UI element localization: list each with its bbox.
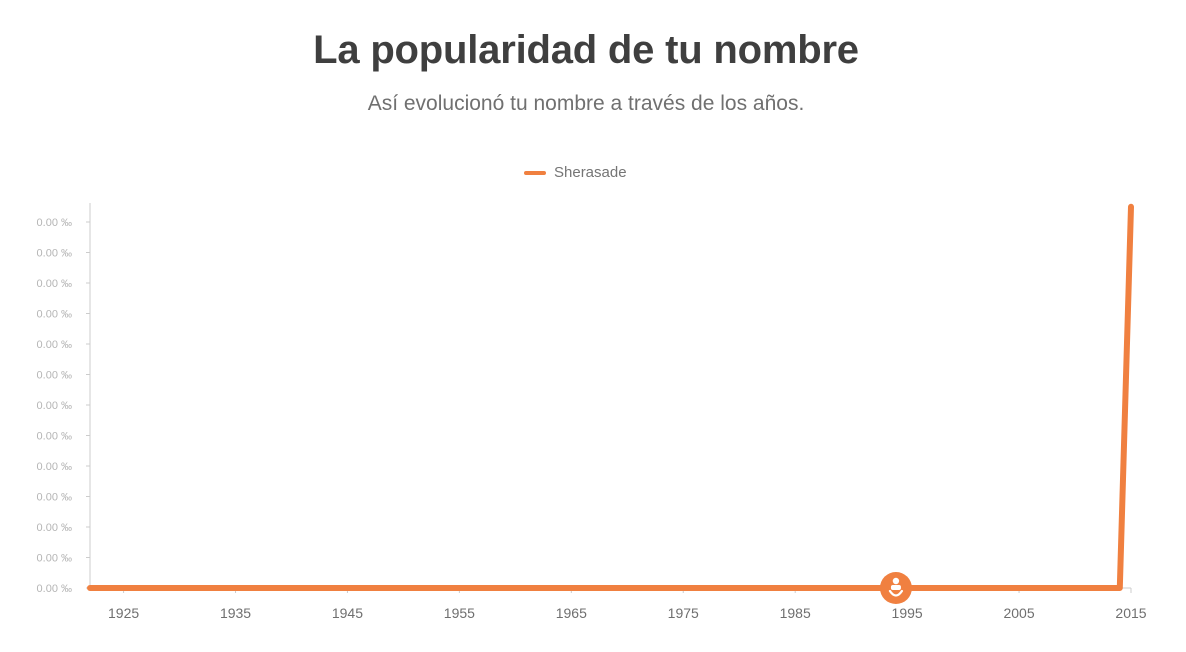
y-tick-label: 0.00 ‰: [37, 583, 72, 595]
y-tick-label: 0.00 ‰: [37, 217, 72, 229]
y-tick-label: 0.00 ‰: [37, 431, 72, 443]
series-layer: [87, 203, 1134, 591]
series-line-sherasade: [87, 203, 1134, 591]
x-tick-label: 1955: [444, 605, 475, 621]
y-tick-label: 0.00 ‰: [37, 492, 72, 504]
x-tick-label: 1945: [332, 605, 363, 621]
chart-legend[interactable]: Sherasade: [524, 164, 627, 181]
x-tick-label: 2015: [1115, 605, 1146, 621]
baby-head: [892, 577, 900, 585]
legend-label: Sherasade: [554, 164, 627, 181]
page-title: La popularidad de tu nombre: [313, 28, 859, 72]
y-axis: 0.00 ‰ 0.00 ‰ 0.00 ‰ 0.00 ‰ 0.00 ‰ 0.00 ‰ 0.00…: [37, 203, 91, 595]
y-tick-label: 0.00 ‰: [37, 248, 72, 260]
legend-swatch: [524, 170, 546, 175]
y-tick-label: 0.00 ‰: [37, 400, 72, 412]
x-tick-label: 1925: [108, 605, 139, 621]
x-tick-label: 1985: [780, 605, 811, 621]
baby-icon: [888, 577, 904, 597]
baby-legs: [888, 589, 904, 597]
y-tick-label: 0.00 ‰: [37, 309, 72, 321]
y-tick-label: 0.00 ‰: [37, 370, 72, 382]
y-tick-label: 0.00 ‰: [37, 522, 72, 534]
y-tick-label: 0.00 ‰: [37, 278, 72, 290]
y-tick-label: 0.00 ‰: [37, 461, 72, 473]
x-tick-label: 1965: [556, 605, 587, 621]
page-subtitle: Así evolucionó tu nombre a través de los…: [367, 92, 805, 115]
baby-body: [890, 585, 901, 590]
x-tick-label: 1975: [668, 605, 699, 621]
birth-year-marker[interactable]: [879, 572, 912, 604]
x-tick-label: 1935: [220, 605, 251, 621]
y-tick-label: 0.00 ‰: [37, 553, 72, 565]
x-tick-label: 2005: [1003, 605, 1034, 621]
y-tick-label: 0.00 ‰: [37, 339, 72, 351]
x-tick-label: 1995: [892, 605, 923, 621]
x-axis: 1925 1935 1945 1955 1965 1975 1985 1995 2005 2015: [90, 587, 1147, 621]
